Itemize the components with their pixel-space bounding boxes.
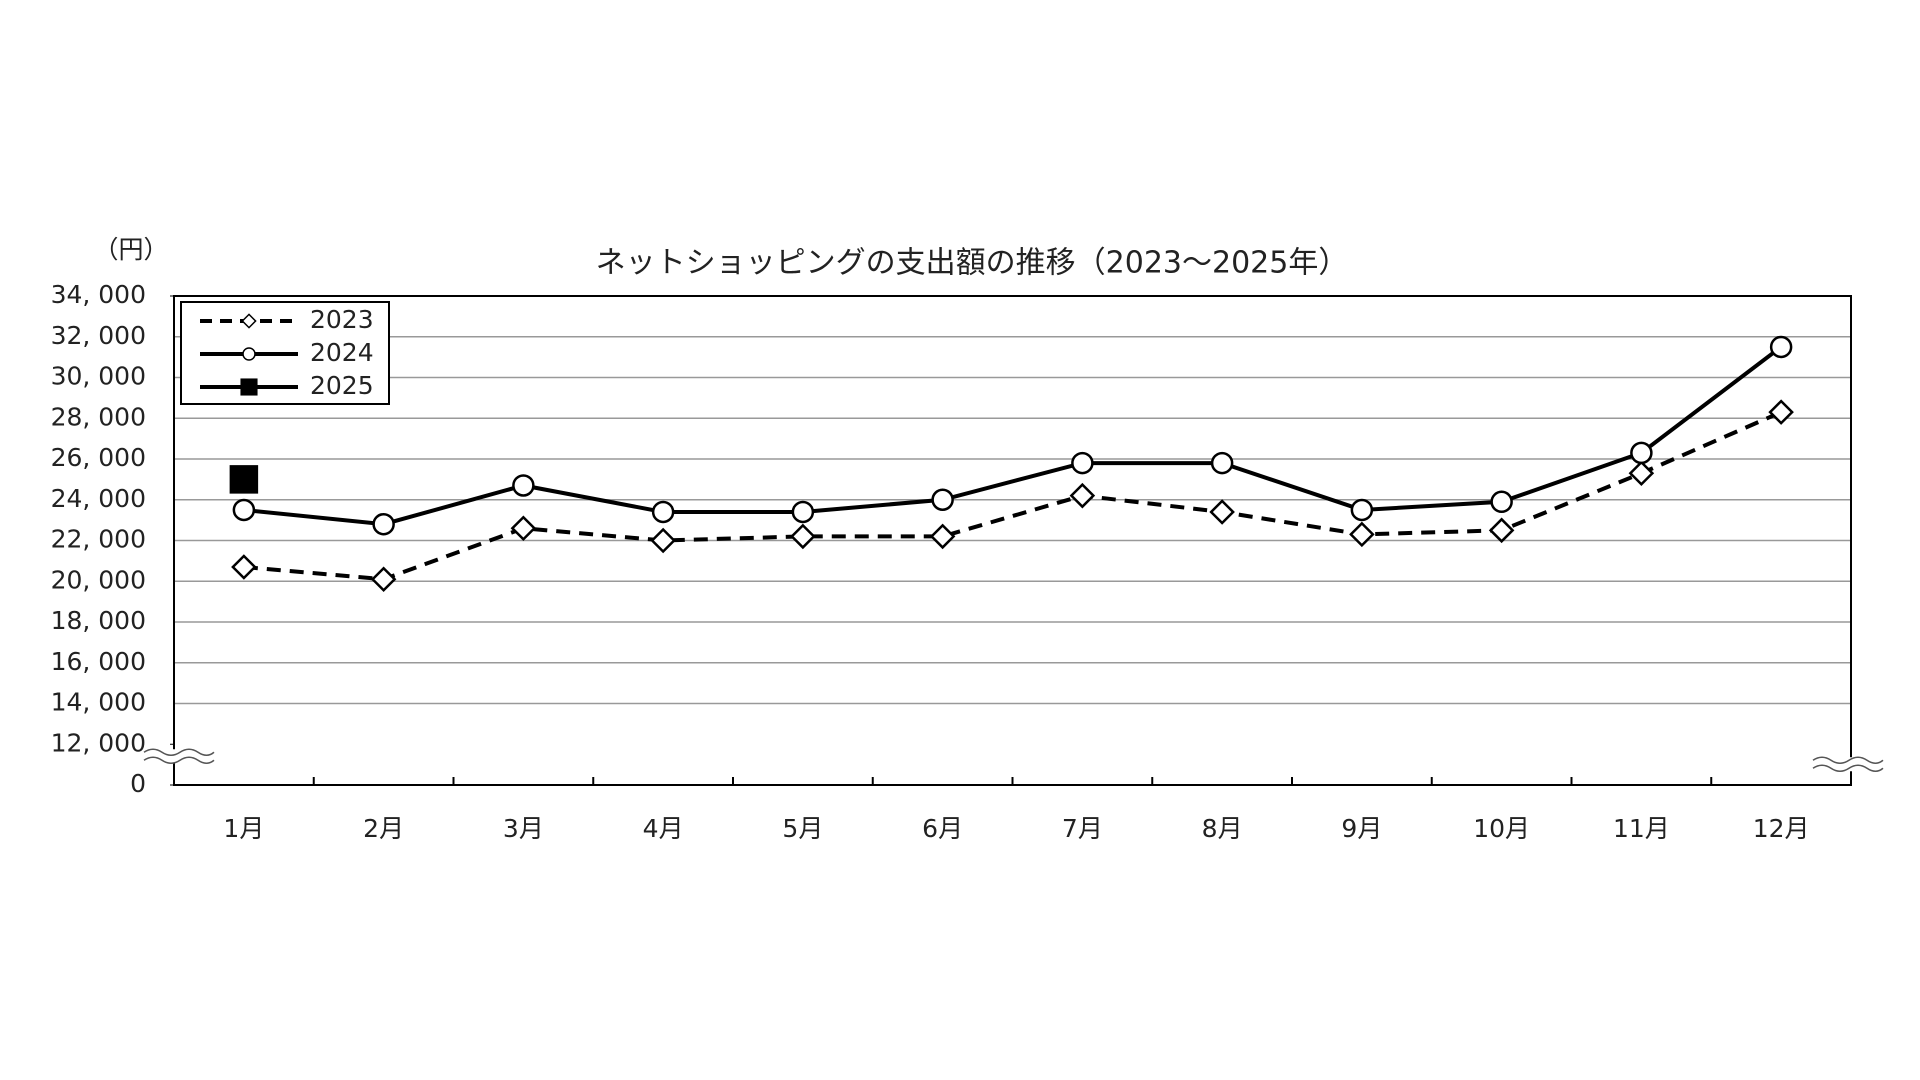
legend-label: 2023 [310,305,374,334]
y-tick-label: 28, 000 [51,402,146,431]
x-tick-label: 8月 [1202,814,1243,843]
marker [231,554,257,580]
y-tick-label: 32, 000 [51,321,146,350]
series-line [243,410,1782,582]
marker [372,512,395,536]
x-tick-label: 3月 [503,814,544,843]
x-tick-label: 11月 [1613,814,1670,843]
x-tick-label: 7月 [1062,814,1103,843]
y-tick-label: 26, 000 [51,443,146,472]
axis-break-mark [1812,756,1884,764]
marker [1210,451,1234,475]
marker [242,347,256,361]
x-tick-label: 4月 [643,814,684,843]
x-tick-label: 1月 [223,814,264,843]
marker [1630,441,1653,465]
x-tick-label: 6月 [922,814,963,843]
marker [1350,498,1374,522]
marker [370,566,397,592]
marker [512,474,535,497]
y-tick-label: 16, 000 [51,647,146,676]
axis-break-mark [143,756,215,764]
marker [232,498,256,522]
y-tick-label: 24, 000 [51,484,146,513]
y-tick-label: 14, 000 [51,688,146,717]
marker [1209,499,1235,525]
y-tick-label: 0 [130,769,146,798]
y-tick-label: 20, 000 [51,565,146,594]
marker [1349,521,1375,548]
x-tick-label: 10月 [1473,814,1530,843]
marker [1768,399,1794,425]
marker [1071,451,1094,475]
marker [651,500,675,524]
marker [1490,490,1513,514]
axis-break-mark [1812,764,1884,772]
y-tick-label: 34, 000 [51,280,146,309]
marker [510,515,537,542]
x-tick-label: 9月 [1341,814,1382,843]
marker [929,523,956,550]
marker [1628,460,1655,487]
legend-label: 2024 [310,338,374,367]
x-tick-label: 5月 [782,814,823,843]
series-line [243,345,1783,527]
marker [790,523,816,550]
marker [791,500,815,524]
x-tick-label: 12月 [1753,814,1810,843]
marker [229,465,259,494]
x-tick-label: 2月 [363,814,404,843]
marker [1069,482,1096,509]
marker [1488,517,1515,544]
chart-title: ネットショッピングの支出額の推移（2023～2025年） [596,246,1349,281]
axis-break-mark [143,748,215,756]
legend-label: 2025 [310,371,374,400]
marker [931,488,954,511]
marker [1769,335,1793,359]
y-tick-label: 18, 000 [51,606,146,635]
marker [241,313,257,329]
y-unit: （円） [93,235,168,264]
y-tick-label: 30, 000 [51,362,146,391]
y-tick-label: 12, 000 [51,728,146,757]
y-tick-label: 22, 000 [51,525,146,554]
marker [650,527,676,554]
marker [240,378,258,396]
